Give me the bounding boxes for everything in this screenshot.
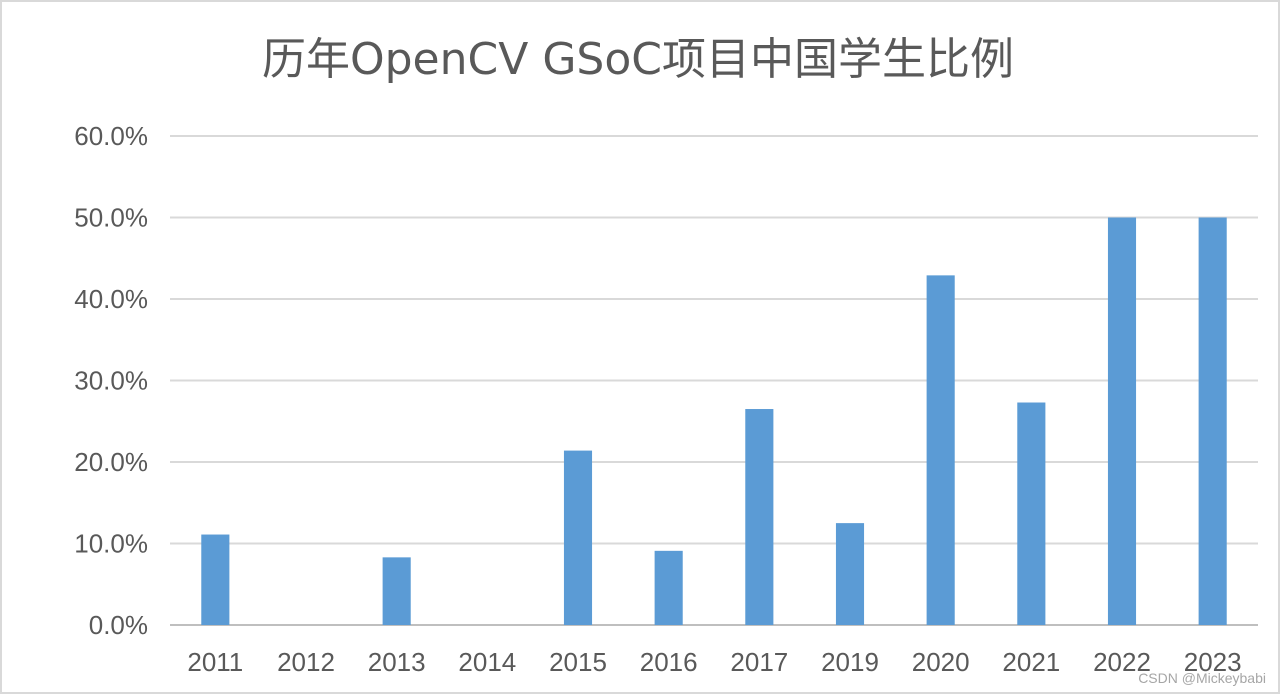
bar-2022 — [1107, 217, 1137, 625]
x-tick-label: 2017 — [730, 647, 788, 677]
bar-2011 — [201, 534, 230, 625]
y-tick-label: 10.0% — [74, 529, 148, 559]
x-tick-label: 2023 — [1184, 647, 1242, 677]
gridlines — [170, 135, 1258, 626]
y-tick-label: 30.0% — [74, 366, 148, 396]
chart-title: 历年OpenCV GSoC项目中国学生比例 — [262, 34, 1014, 85]
x-tick-label: 2019 — [821, 647, 879, 677]
x-tick-label: 2021 — [1002, 647, 1060, 677]
x-tick-label: 2015 — [549, 647, 607, 677]
y-tick-label: 0.0% — [89, 610, 148, 640]
bar-2013 — [382, 557, 411, 625]
y-tick-label: 60.0% — [74, 121, 148, 151]
y-tick-label: 50.0% — [74, 203, 148, 233]
x-tick-label: 2016 — [640, 647, 698, 677]
bar-2016 — [654, 550, 683, 625]
y-tick-label: 40.0% — [74, 284, 148, 314]
x-tick-label: 2011 — [187, 647, 243, 677]
bar-2023 — [1198, 217, 1227, 625]
y-tick-label: 20.0% — [74, 447, 148, 477]
x-tick-label: 2012 — [277, 647, 335, 677]
y-axis-tick-labels: 0.0% 10.0% 20.0% 30.0% 40.0% 50.0% 60.0% — [74, 121, 148, 640]
bar-2019 — [835, 523, 865, 625]
x-tick-label: 2020 — [912, 647, 970, 677]
x-tick-label: 2022 — [1093, 647, 1151, 677]
bars — [201, 217, 1227, 625]
bar-2015 — [563, 450, 593, 625]
x-tick-label: 2014 — [458, 647, 516, 677]
watermark-text: CSDN @Mickeybabi — [1138, 670, 1266, 686]
x-tick-label: 2013 — [368, 647, 426, 677]
bar-2017 — [745, 409, 774, 625]
x-axis-tick-labels: 2011 2012 2013 2014 2015 2016 2017 2019 2020 2021… — [187, 647, 1241, 677]
bar-2021 — [1017, 402, 1046, 625]
bar-2020 — [926, 275, 955, 625]
